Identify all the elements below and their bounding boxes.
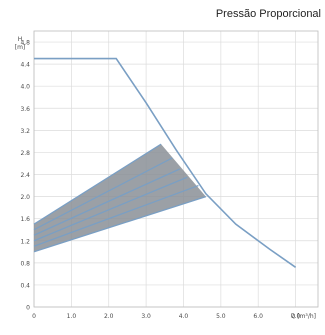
y-tick-label-2: 0.8: [20, 260, 30, 267]
proportional-line-5: [33, 184, 199, 247]
y-tick-label-1: 0.4: [20, 282, 30, 289]
control-band: [34, 144, 206, 252]
x-tick-label-1: 1.0: [67, 313, 77, 320]
y-tick-label-11: 4.4: [20, 62, 30, 69]
proportional-line-1: [33, 143, 162, 225]
chart-title: Pressão Proporcional: [215, 8, 321, 20]
y-axis-label-1: [m]: [15, 44, 26, 51]
proportional-line-6: [33, 195, 207, 253]
y-tick-label-7: 2.8: [20, 150, 30, 157]
x-tick-label-0: 0: [32, 313, 36, 320]
y-tick-label-6: 2.4: [20, 172, 30, 179]
x-tick-label-4: 4.0: [179, 313, 189, 320]
x-tick-label-5: 5.0: [216, 313, 226, 320]
y-tick-label-12: 4.8: [20, 40, 30, 47]
y-tick-label-10: 4.0: [20, 84, 30, 91]
x-tick-label-6: 6.0: [253, 313, 263, 320]
max-curve-line: [34, 57, 297, 268]
y-tick-label-4: 1.6: [20, 216, 30, 223]
x-tick-label-3: 3.0: [141, 313, 151, 320]
y-axis-label-0: H: [18, 36, 23, 43]
y-tick-label-3: 1.2: [20, 238, 30, 245]
x-tick-label-2: 2.0: [104, 313, 114, 320]
proportional-line-3: [33, 168, 181, 236]
y-tick-label-0: 0: [26, 305, 30, 312]
plot-frame: [33, 30, 319, 308]
proportional-line-2: [33, 157, 173, 231]
y-tick-label-8: 3.2: [20, 128, 30, 135]
y-tick-label-9: 3.6: [20, 106, 30, 113]
x-tick-label-7: 7.0: [291, 313, 301, 320]
x-axis-label: Q [m³/h]: [291, 313, 316, 320]
proportional-line-4: [33, 176, 188, 242]
y-tick-label-5: 2.0: [20, 194, 30, 201]
